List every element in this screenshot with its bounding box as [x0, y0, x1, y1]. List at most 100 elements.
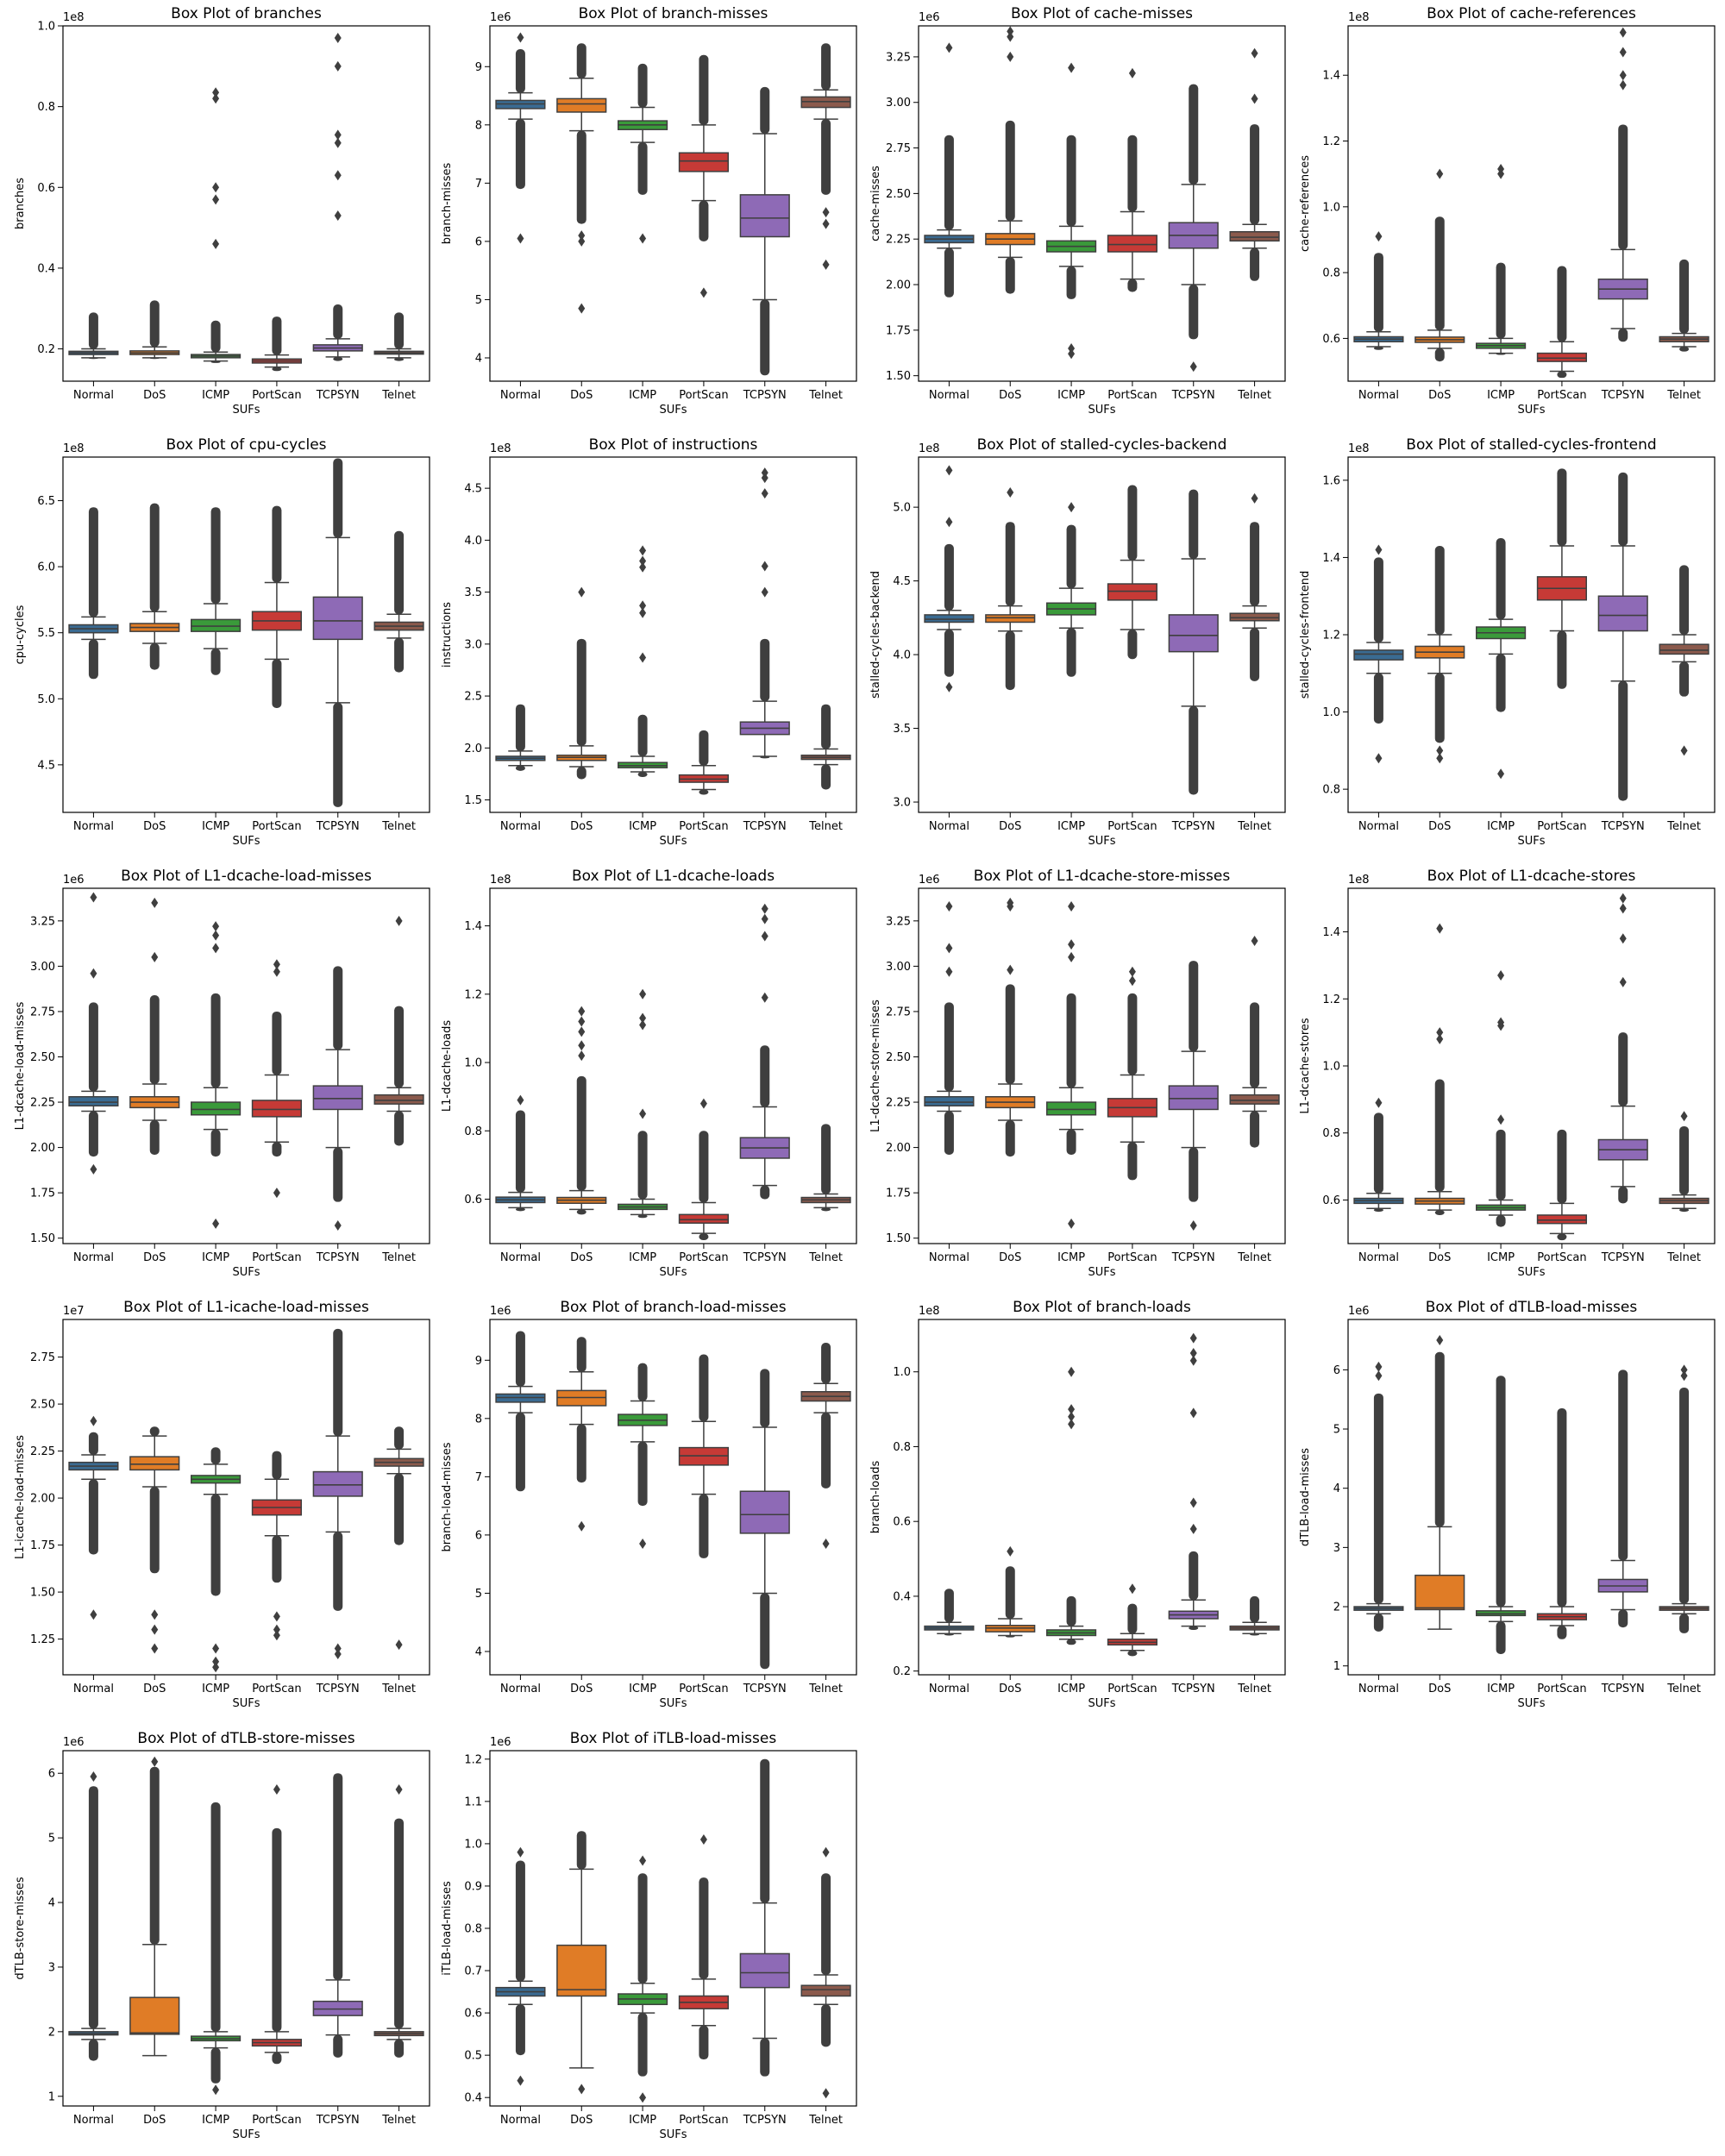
- y-axis-label: L1-dcache-stores: [1299, 1018, 1312, 1114]
- y-tick-label: 6.5: [37, 495, 55, 508]
- y-tick-label: 1.1: [464, 1796, 482, 1808]
- y-tick-label: 3.0: [893, 797, 911, 810]
- outlier-point: [273, 1630, 280, 1641]
- flier-band-high: [637, 1131, 648, 1200]
- x-tick-label: TCPSYN: [1601, 389, 1645, 402]
- flier-band-high: [760, 1758, 770, 1903]
- x-axis-label: SUFs: [1517, 1266, 1545, 1279]
- outlier-point: [1436, 168, 1444, 179]
- flier-band-low: [210, 1129, 221, 1157]
- box-normal: [68, 1771, 119, 2061]
- outlier-point: [578, 1016, 586, 1027]
- subplot-title: Box Plot of stalled-cycles-backend: [977, 436, 1227, 454]
- flier-band-low: [944, 1111, 954, 1155]
- y-axis-label: dTLB-load-misses: [1299, 1448, 1312, 1546]
- box-dos: [556, 1337, 607, 1532]
- flier-band-low: [760, 1185, 770, 1200]
- flier-band-high: [1250, 1595, 1260, 1623]
- flier-band-low: [760, 1593, 770, 1670]
- box-icmp: [191, 507, 242, 675]
- box-telnet: [800, 1343, 851, 1550]
- box-body: [739, 194, 790, 238]
- y-axis-label: instructions: [441, 602, 454, 667]
- y-tick-label: 0.2: [37, 343, 55, 356]
- outlier-point: [90, 968, 97, 979]
- flier-band-high: [1066, 524, 1076, 589]
- outlier-point: [1436, 1033, 1444, 1044]
- flier-band-low: [699, 1233, 709, 1241]
- subplot-title: Box Plot of L1-icache-load-misses: [123, 1299, 369, 1316]
- y-tick-label: 1.2: [1322, 135, 1340, 148]
- box-icmp: [1476, 163, 1527, 355]
- flier-band-high: [699, 1354, 709, 1422]
- subplot: Box Plot of instructions 1e8 1.5 2.0 2.5 3.0 3…: [441, 436, 857, 848]
- flier-band-low: [1250, 1111, 1260, 1148]
- outlier-point: [517, 1846, 524, 1858]
- x-tick-label: PortScan: [252, 2114, 301, 2127]
- x-tick-label: Normal: [1358, 1683, 1399, 1695]
- x-tick-label: DoS: [143, 2114, 166, 2127]
- outlier-point: [1619, 27, 1627, 38]
- flier-band-high: [1557, 1408, 1567, 1608]
- box-tcpsyn: [1168, 84, 1219, 373]
- outlier-point: [1251, 93, 1258, 104]
- flier-band-high: [1434, 1351, 1445, 1527]
- outlier-point: [90, 1163, 97, 1175]
- x-tick-label: TCPSYN: [316, 820, 360, 833]
- y-tick-label: 3.00: [886, 961, 911, 974]
- box-telnet: [373, 1426, 424, 1651]
- y-tick-label: 1.6: [1322, 474, 1340, 487]
- axis-scale-label: 1e8: [919, 442, 940, 455]
- flier-band-low: [515, 1413, 525, 1492]
- y-tick-label: 1.0: [893, 1366, 911, 1379]
- outlier-point: [1068, 1419, 1076, 1430]
- box-telnet: [1659, 1364, 1709, 1633]
- flier-band-high: [210, 507, 221, 605]
- outlier-point: [761, 473, 768, 484]
- flier-band-high: [394, 312, 405, 349]
- flier-band-low: [1189, 705, 1199, 795]
- box-body: [1659, 643, 1709, 655]
- x-tick-label: DoS: [1428, 1683, 1451, 1695]
- box-icmp: [1046, 1366, 1097, 1645]
- x-tick-label: Telnet: [808, 820, 843, 833]
- x-tick-label: PortScan: [252, 389, 301, 402]
- flier-band-low: [637, 2013, 648, 2077]
- x-tick-label: DoS: [999, 1251, 1021, 1264]
- flier-band-high: [1250, 124, 1260, 225]
- box-portscan: [1536, 1129, 1588, 1241]
- box-body: [68, 1095, 119, 1106]
- subplot-title: Box Plot of dTLB-load-misses: [1426, 1299, 1638, 1316]
- outlier-point: [1007, 26, 1014, 37]
- y-axis-label: dTLB-store-misses: [14, 1877, 27, 1979]
- y-tick-label: 6: [475, 1529, 482, 1542]
- flier-band-low: [1066, 628, 1076, 677]
- flier-band-low: [1373, 1208, 1383, 1213]
- y-axis-label: cpu-cycles: [14, 605, 27, 664]
- outlier-point: [1497, 970, 1505, 981]
- y-tick-label: 2: [48, 2026, 55, 2039]
- outlier-point: [212, 238, 220, 249]
- box-body: [678, 152, 729, 172]
- outlier-point: [822, 2088, 830, 2099]
- y-tick-label: 1.75: [886, 324, 911, 337]
- y-tick-label: 5.0: [893, 502, 911, 515]
- subplot-title: Box Plot of instructions: [589, 436, 758, 454]
- flier-band-high: [1496, 1129, 1506, 1200]
- flier-band-high: [1005, 522, 1015, 606]
- x-tick-label: ICMP: [1057, 820, 1085, 833]
- flier-band-low: [944, 630, 954, 677]
- box-portscan: [678, 54, 729, 298]
- x-tick-label: Telnet: [1237, 1683, 1271, 1695]
- flier-band-high: [1496, 538, 1506, 620]
- y-tick-label: 3.25: [30, 915, 55, 928]
- outlier-point: [639, 988, 647, 1000]
- axis-scale-label: 1e8: [1348, 11, 1370, 24]
- box-dos: [985, 1545, 1036, 1638]
- x-tick-label: DoS: [999, 820, 1021, 833]
- box-tcpsyn: [1597, 472, 1648, 801]
- x-tick-label: DoS: [143, 389, 166, 402]
- x-axis-label: SUFs: [232, 1697, 260, 1710]
- y-tick-label: 4.0: [464, 535, 482, 548]
- outlier-point: [639, 1539, 647, 1550]
